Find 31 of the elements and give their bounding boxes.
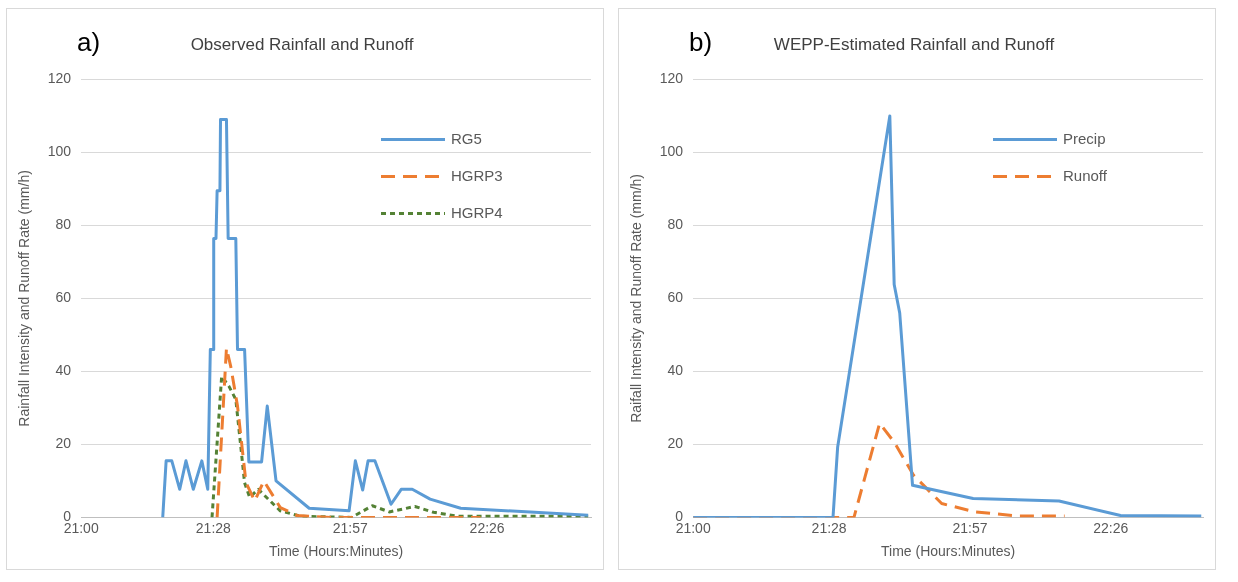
y-tick-label: 40 — [55, 362, 72, 379]
x-tick-label: 22:26 — [1093, 519, 1129, 536]
x-axis-title: Time (Hours:Minutes) — [881, 543, 1016, 560]
y-axis-title: Raifall Intensity and Runoff Rate (mm/h) — [628, 174, 645, 423]
y-tick-label: 60 — [667, 289, 684, 306]
y-tick-label: 120 — [659, 70, 684, 87]
x-tick-label: 21:57 — [952, 519, 988, 536]
legend-label: Runoff — [1063, 166, 1108, 184]
x-axis-title: Time (Hours:Minutes) — [269, 543, 404, 560]
chart-title: Observed Rainfall and Runoff — [190, 34, 414, 54]
y-tick-label: 20 — [667, 435, 684, 452]
chart-title: WEPP-Estimated Rainfall and Runoff — [773, 34, 1055, 54]
y-tick-label: 100 — [659, 143, 684, 160]
x-tick-label: 21:28 — [811, 519, 847, 536]
legend-label: HGRP4 — [451, 203, 503, 221]
y-tick-label: 100 — [47, 143, 72, 160]
x-tick-label: 22:26 — [469, 519, 505, 536]
legend-label: RG5 — [451, 129, 482, 147]
text: b) — [689, 27, 713, 58]
y-tick-label: 40 — [667, 362, 684, 379]
y-tick-label: 80 — [667, 216, 684, 233]
x-tick-label: 21:28 — [195, 519, 232, 536]
legend-label: HGRP3 — [451, 166, 503, 184]
y-axis-title: Rainfall Intensity and Runoff Rate (mm/h) — [16, 170, 33, 427]
y-tick-label: 80 — [55, 216, 72, 233]
x-tick-label: 21:57 — [332, 519, 368, 536]
y-tick-label: 60 — [55, 289, 72, 306]
text: a) — [77, 27, 101, 58]
y-tick-label: 20 — [55, 435, 72, 452]
legend-label: Precip — [1063, 129, 1106, 147]
y-tick-label: 120 — [47, 70, 72, 87]
